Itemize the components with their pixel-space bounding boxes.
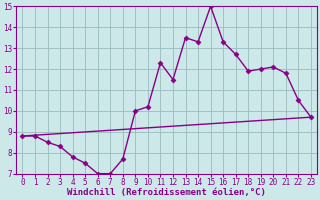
- X-axis label: Windchill (Refroidissement éolien,°C): Windchill (Refroidissement éolien,°C): [67, 188, 266, 197]
